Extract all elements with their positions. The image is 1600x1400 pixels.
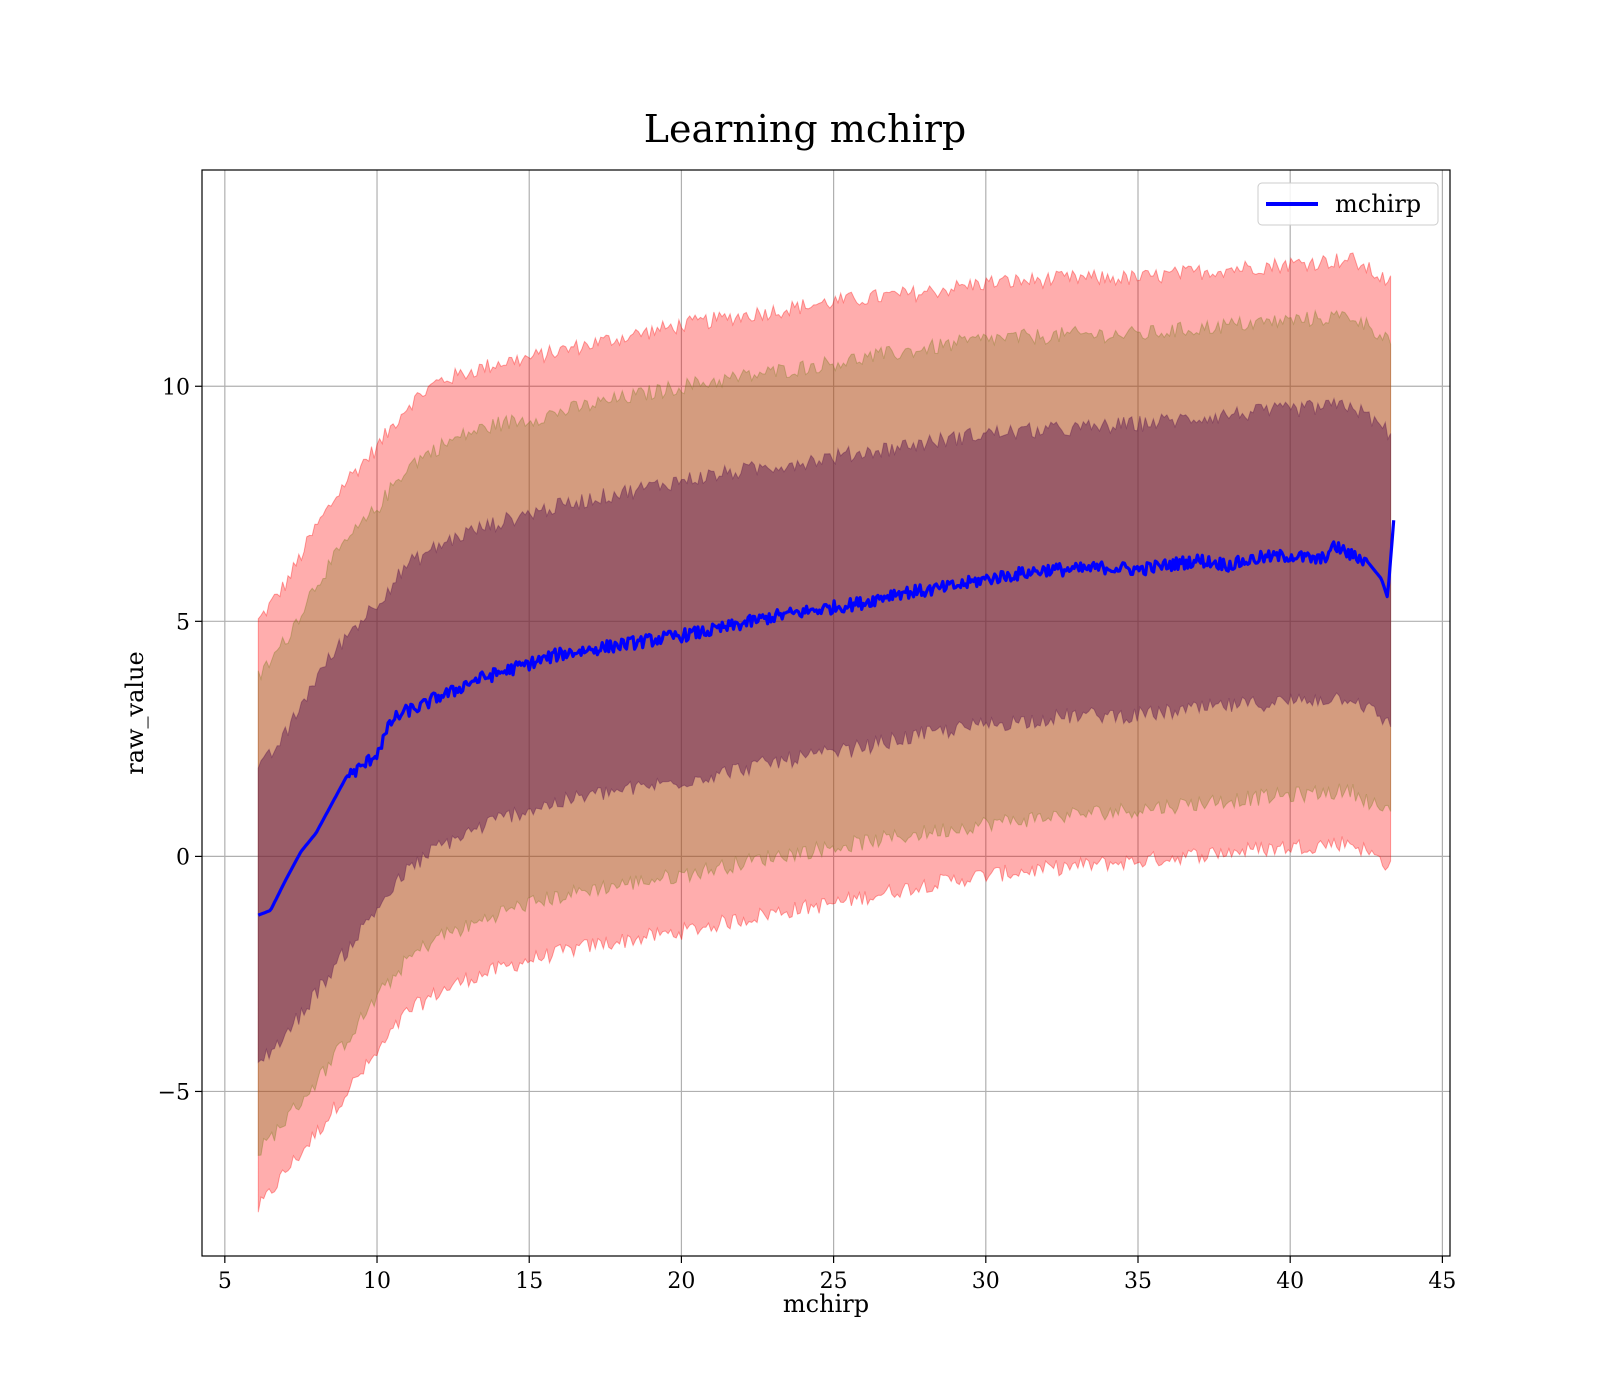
legend-box	[1257, 182, 1439, 226]
x-tick-label: 40	[1276, 1269, 1304, 1294]
y-axis-label: raw_value	[121, 651, 149, 775]
band-2	[257, 397, 1392, 1064]
plot-frame	[201, 169, 1451, 1257]
legend-label-mchirp: mchirp	[1335, 190, 1421, 218]
x-tick-label: 15	[515, 1269, 543, 1294]
grid-lines	[202, 170, 1450, 1256]
y-tick-label: 0	[176, 845, 190, 870]
chart-title: Learning mchirp	[644, 107, 966, 151]
x-tick-label: 35	[1124, 1269, 1152, 1294]
x-tick-label: 5	[218, 1269, 232, 1294]
x-tick-label: 30	[972, 1269, 1000, 1294]
x-tick-label: 20	[667, 1269, 695, 1294]
x-tick-label: 10	[363, 1269, 391, 1294]
band-0	[257, 252, 1392, 1213]
y-tick-label: 5	[176, 610, 190, 635]
legend: mchirp	[1257, 182, 1439, 226]
x-axis-label: mchirp	[783, 1290, 869, 1318]
y-tick-label: −5	[158, 1080, 190, 1105]
y-tick-label: 10	[162, 375, 190, 400]
confidence-bands	[257, 252, 1392, 1213]
x-tick-label: 45	[1428, 1269, 1456, 1294]
x-axis-ticks: 5 10 15 20 25 30 35 40 45	[218, 1256, 1456, 1294]
band-1	[257, 309, 1392, 1156]
series-line-mchirp	[257, 520, 1396, 917]
series-lines	[257, 520, 1396, 917]
y-axis-ticks: −5 0 5 10	[158, 375, 202, 1105]
x-tick-label: 25	[820, 1269, 848, 1294]
